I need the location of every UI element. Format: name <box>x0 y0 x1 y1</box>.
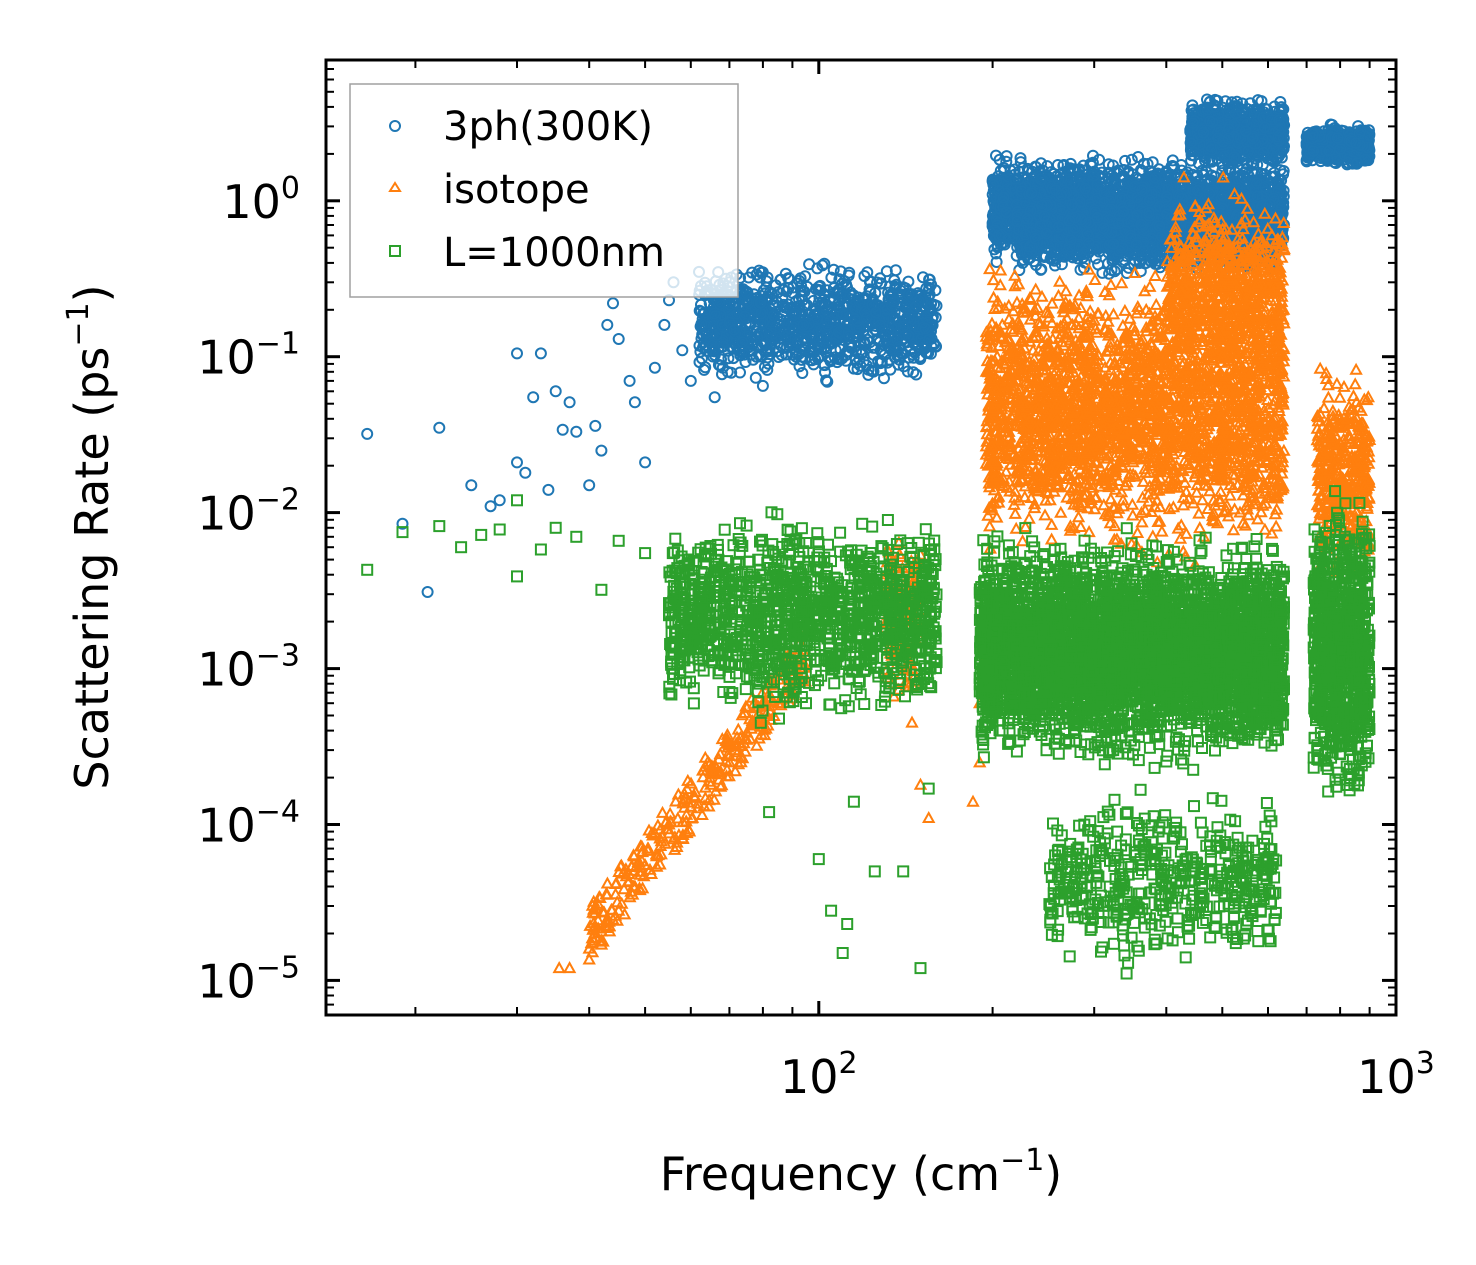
data-point-3ph-300k <box>630 397 640 407</box>
data-point-3ph-300k <box>602 320 612 330</box>
data-point-3ph-300k <box>565 397 575 407</box>
data-point-3ph-300k <box>608 298 618 308</box>
data-point-3ph-300k <box>659 320 669 330</box>
data-point-3ph-300k <box>1133 152 1143 162</box>
data-point-3ph-300k <box>686 376 696 386</box>
data-point-3ph-300k <box>584 480 594 490</box>
data-point-3ph-300k <box>543 485 553 495</box>
data-point-3ph-300k <box>486 501 496 511</box>
data-point-3ph-300k <box>551 386 561 396</box>
data-point-3ph-300k <box>528 392 538 402</box>
data-point-3ph-300k <box>590 421 600 431</box>
data-point-3ph-300k <box>571 427 581 437</box>
data-point-3ph-300k <box>495 495 505 505</box>
data-point-3ph-300k <box>423 587 433 597</box>
data-point-3ph-300k <box>512 348 522 358</box>
data-point-3ph-300k <box>558 425 568 435</box>
data-point-3ph-300k <box>751 373 761 383</box>
data-point-3ph-300k <box>640 457 650 467</box>
data-point-3ph-300k <box>804 259 814 269</box>
data-point-3ph-300k <box>536 348 546 358</box>
data-point-3ph-300k <box>614 334 624 344</box>
data-point-3ph-300k <box>596 446 606 456</box>
data-point-3ph-300k <box>512 457 522 467</box>
data-point-3ph-300k <box>650 363 660 373</box>
data-point-3ph-300k <box>362 429 372 439</box>
data-point-3ph-300k <box>520 468 530 478</box>
data-point-3ph-300k <box>434 423 444 433</box>
data-point-3ph-300k <box>625 376 635 386</box>
data-point-3ph-300k <box>466 480 476 490</box>
data-point-3ph-300k <box>710 392 720 402</box>
data-point-3ph-300k <box>677 345 687 355</box>
